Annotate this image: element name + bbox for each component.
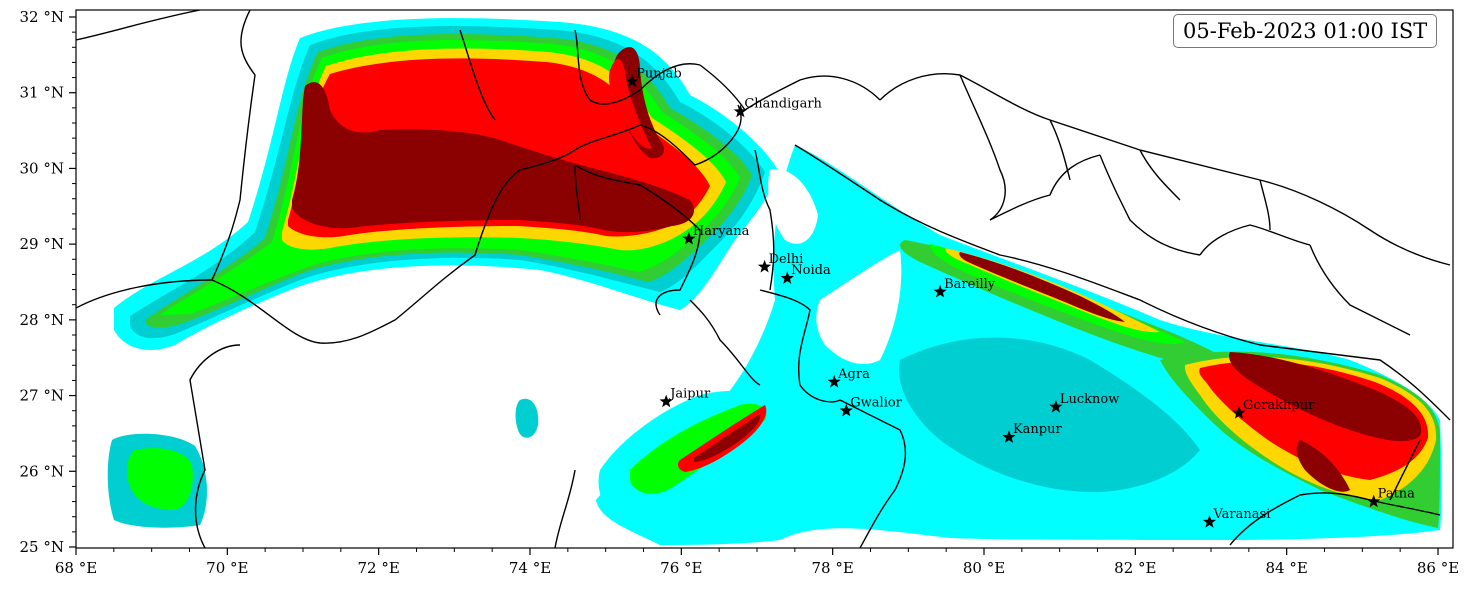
city-label-varanasi: Varanasi — [1212, 507, 1270, 522]
field-punjab-hot — [613, 47, 665, 159]
y-tick-label: 30 °N — [20, 159, 64, 177]
field-clear-patch-1 — [816, 250, 902, 365]
city-label-kanpur: Kanpur — [1013, 422, 1063, 437]
state-boundaries — [76, 10, 1451, 548]
x-tick-label: 82 °E — [1114, 559, 1156, 577]
city-label-delhi: Delhi — [769, 252, 804, 267]
city-label-jaipur: Jaipur — [668, 387, 711, 402]
city-star-icon — [625, 74, 639, 87]
city-star-icon — [839, 403, 853, 417]
city-label-noida: Noida — [791, 263, 831, 278]
y-tick-label: 28 °N — [20, 311, 64, 329]
x-tick-label: 74 °E — [509, 559, 551, 577]
city-star-icon — [733, 104, 747, 118]
field-bihar-pocket — [1296, 440, 1350, 492]
x-tick-label: 70 °E — [206, 559, 248, 577]
field-east-level7 — [1229, 352, 1422, 442]
city-label-gwalior: Gwalior — [850, 396, 902, 411]
field-rajasthan-patch — [515, 398, 539, 438]
city-label-gorakhpur: Gorakhpur — [1243, 398, 1315, 413]
city-star-icon — [827, 374, 841, 388]
x-tick-label: 80 °E — [963, 559, 1005, 577]
city-star-icon — [682, 231, 696, 245]
city-star-icon — [933, 284, 947, 298]
city-label-haryana: Haryana — [693, 224, 750, 239]
x-tick-label: 86 °E — [1417, 559, 1459, 577]
city-label-bareilly: Bareilly — [944, 277, 996, 292]
city-label-patna: Patna — [1378, 487, 1416, 502]
city-label-chandigarh: Chandigarh — [744, 97, 822, 112]
city-star-icon — [1367, 494, 1381, 508]
field-sw-level7 — [694, 414, 761, 462]
city-star-icon — [757, 259, 772, 273]
city-star-icon — [659, 394, 673, 408]
y-tick-label: 32 °N — [20, 8, 64, 26]
y-tick-label: 27 °N — [20, 387, 64, 405]
field-punjab-red — [608, 58, 652, 149]
city-star-icon — [1232, 406, 1246, 419]
precipitation-field — [107, 18, 1442, 545]
field-foothill-level7 — [959, 252, 1125, 322]
city-label-punjab: Punjab — [636, 66, 682, 81]
y-tick-label: 26 °N — [20, 462, 64, 480]
field-southwest-blob-inner — [127, 448, 193, 510]
x-tick-label: 76 °E — [660, 559, 702, 577]
x-tick-label: 68 °E — [55, 559, 97, 577]
field-nw-level7 — [292, 82, 694, 233]
city-star-icon — [1049, 399, 1063, 413]
city-star-icon — [1202, 515, 1217, 528]
y-tick-label: 25 °N — [20, 538, 64, 556]
city-star-icon — [780, 271, 794, 284]
city-label-lucknow: Lucknow — [1060, 392, 1120, 407]
city-star-icon — [1002, 430, 1016, 443]
y-tick-label: 29 °N — [20, 235, 64, 253]
plot-frame — [75, 9, 1454, 549]
field-gangetic-level2 — [899, 337, 1200, 493]
x-tick-label: 78 °E — [812, 559, 854, 577]
timestamp-label: 05-Feb-2023 01:00 IST — [1173, 14, 1438, 48]
x-tick-label: 72 °E — [358, 559, 400, 577]
axes: 68 °E 70 °E 72 °E 74 °E 76 °E 78 °E 80 °E 82 °E… — [20, 8, 1460, 577]
city-label-agra: Agra — [837, 367, 870, 382]
y-tick-label: 31 °N — [20, 84, 64, 102]
field-clear-patch-2 — [768, 169, 818, 244]
x-tick-label: 84 °E — [1266, 559, 1308, 577]
